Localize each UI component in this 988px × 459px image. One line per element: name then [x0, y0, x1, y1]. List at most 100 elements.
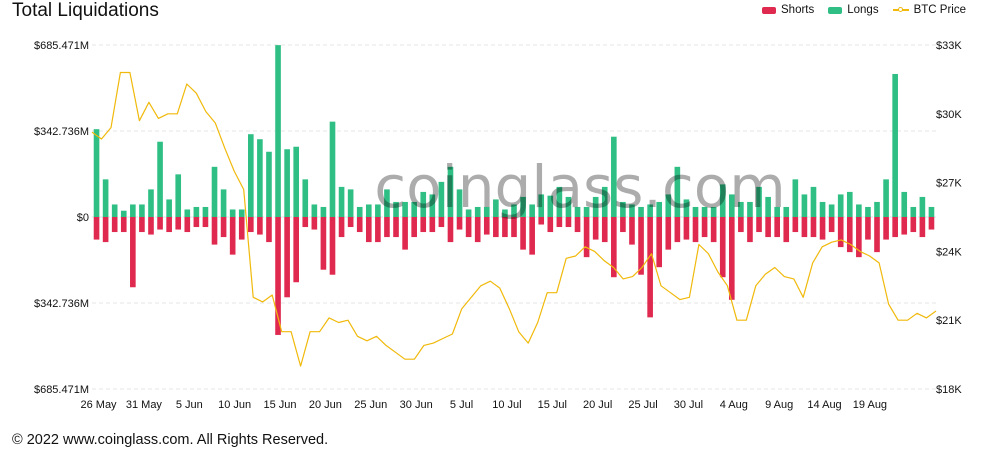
longs-bar: [193, 206, 200, 217]
longs-bar: [738, 201, 744, 217]
longs-bar: [438, 181, 445, 217]
x-axis-tick-label: 10 Jun: [218, 399, 251, 411]
longs-bar: [465, 209, 472, 217]
shorts-bar: [248, 217, 254, 233]
shorts-bar: [837, 217, 844, 248]
longs-bar: [692, 206, 699, 217]
longs-bar: [520, 196, 526, 217]
longs-bar: [656, 201, 663, 217]
shorts-bar: [638, 217, 644, 275]
shorts-bar: [547, 217, 554, 233]
longs-bar: [837, 194, 844, 217]
shorts-bar: [856, 217, 862, 258]
shorts-bar: [393, 217, 399, 238]
shorts-bar: [420, 217, 427, 233]
legend-item-btc-price[interactable]: BTC Price: [892, 4, 966, 16]
longs-bar: [166, 199, 172, 217]
shorts-bar: [592, 217, 599, 240]
shorts-bar: [474, 217, 481, 243]
shorts-bar: [93, 217, 100, 240]
left-axis-tick-label: $342.736M: [34, 126, 89, 138]
left-axis-tick-label: $685.471M: [34, 384, 89, 396]
shorts-bar: [774, 217, 780, 238]
longs-bar: [565, 196, 572, 217]
x-axis-tick-label: 31 May: [126, 399, 163, 411]
longs-bar: [910, 206, 917, 217]
longs-bar: [701, 206, 708, 217]
longs-bar: [365, 204, 372, 217]
x-axis-tick-label: 9 Aug: [765, 399, 793, 411]
right-axis-tick-label: $18K: [936, 384, 962, 396]
shorts-bar: [293, 217, 300, 283]
legend-item-shorts[interactable]: Shorts: [762, 4, 814, 16]
longs-bar: [157, 141, 163, 217]
longs-bar: [529, 204, 535, 217]
longs-bar: [611, 136, 617, 217]
btc-price-swatch: [892, 6, 909, 12]
longs-bar: [220, 189, 227, 217]
shorts-bar: [438, 217, 445, 228]
longs-bar: [102, 179, 109, 217]
longs-bar: [356, 206, 363, 217]
shorts-bar: [810, 217, 817, 238]
shorts-bar: [266, 217, 272, 243]
longs-bar: [347, 189, 354, 217]
longs-bar: [248, 134, 254, 217]
shorts-bar: [747, 217, 753, 243]
shorts-bar: [674, 217, 681, 243]
shorts-bar: [347, 217, 354, 228]
longs-bar: [148, 189, 154, 217]
longs-bar: [574, 206, 581, 217]
copyright-footer: © 2022 www.coinglass.com. All Rights Res…: [12, 432, 329, 448]
longs-bar: [638, 206, 644, 217]
longs-bar: [447, 166, 454, 217]
x-axis-tick-label: 20 Jul: [583, 399, 612, 411]
longs-bar: [819, 201, 826, 217]
longs-bar: [393, 201, 399, 217]
shorts-bar: [665, 217, 672, 250]
x-axis-tick-label: 25 Jul: [628, 399, 657, 411]
shorts-bar: [601, 217, 608, 243]
longs-bar: [130, 204, 136, 217]
left-axis-tick-label: $685.471M: [34, 40, 89, 52]
shorts-bar: [483, 217, 490, 235]
longs-bar: [620, 201, 626, 217]
x-axis-tick-label: 26 May: [80, 399, 117, 411]
longs-bar: [284, 149, 290, 217]
shorts-bar: [647, 217, 653, 318]
longs-swatch: [828, 6, 843, 14]
shorts-bar: [402, 217, 408, 250]
shorts-bar: [701, 217, 708, 238]
x-axis-tick-label: 10 Jul: [492, 399, 521, 411]
longs-bar: [139, 204, 145, 217]
longs-bar: [338, 186, 345, 217]
shorts-bar: [865, 217, 871, 240]
x-axis-tick-label: 19 Aug: [853, 399, 887, 411]
x-axis: 26 May 31 May 5 Jun 10 Jun 15 Jun 20 Jun 25 Ju…: [80, 399, 887, 411]
shorts-bar: [257, 217, 263, 235]
chart-title: Total Liquidations: [12, 0, 159, 21]
shorts-bar: [465, 217, 472, 238]
longs-bar: [302, 179, 309, 217]
shorts-bar: [166, 217, 172, 233]
x-axis-tick-label: 5 Jul: [450, 399, 473, 411]
longs-bar: [765, 196, 771, 217]
longs-bar: [229, 209, 236, 217]
longs-bar: [665, 194, 672, 217]
right-axis-tick-label: $27K: [936, 178, 962, 190]
shorts-bar: [883, 217, 889, 240]
legend-label-shorts: Shorts: [781, 4, 815, 16]
shorts-bar: [919, 217, 926, 238]
longs-bar: [846, 191, 853, 217]
longs-bar: [801, 194, 808, 217]
right-axis-tick-label: $21K: [936, 315, 962, 327]
longs-bar: [293, 146, 300, 217]
shorts-bar: [574, 217, 581, 233]
legend-item-longs[interactable]: Longs: [828, 4, 879, 16]
shorts-bar: [565, 217, 572, 228]
longs-bar: [901, 191, 908, 217]
shorts-bar: [620, 217, 626, 233]
shorts-bar: [338, 217, 345, 238]
shorts-bar: [111, 217, 118, 233]
longs-bar: [883, 179, 889, 217]
